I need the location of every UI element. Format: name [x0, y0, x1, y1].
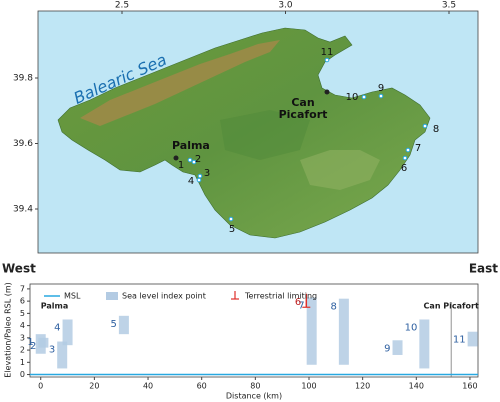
site-label: 10 [346, 92, 359, 103]
plot-frame [29, 283, 479, 378]
y-tick-label: 2 [20, 346, 25, 355]
site-label: 6 [401, 163, 407, 174]
legend-label: Sea level index point [122, 292, 206, 301]
site-label: 1 [178, 160, 184, 171]
x-tick-label: 120 [355, 382, 370, 391]
picafort-dot [324, 89, 330, 95]
place-label: Palma [172, 139, 210, 152]
lat-tick-label: 39.6 [13, 139, 33, 149]
point-label: 10 [405, 322, 418, 333]
site-dot [196, 177, 202, 183]
site-label: 5 [229, 224, 235, 235]
site-label: 8 [433, 124, 439, 135]
index-point [392, 340, 403, 355]
site-dot [191, 159, 197, 165]
site-dot [228, 216, 234, 222]
legend-label: Terrestrial limiting [244, 292, 317, 301]
site-label: 11 [321, 47, 334, 58]
site-label: 7 [415, 143, 421, 154]
x-tick-label: 40 [143, 382, 153, 391]
legend-label: MSL [64, 292, 81, 301]
site-label: 2 [195, 154, 201, 165]
y-tick-label: 7 [20, 284, 25, 293]
lon-tick-label: 3.0 [278, 1, 293, 11]
y-tick-label: 3 [20, 333, 25, 342]
y-tick-label: 4 [20, 321, 25, 330]
palma-dot [173, 155, 179, 161]
point-label: 7 [298, 300, 304, 311]
index-point [118, 315, 129, 335]
index-point [38, 337, 49, 348]
index-point [467, 331, 478, 347]
point-label: 1 [27, 337, 33, 348]
place-label: Can Picafort [279, 96, 328, 121]
x-tick-label: 100 [301, 382, 316, 391]
hills [300, 150, 380, 190]
point-label: 6 [295, 297, 301, 308]
x-tick-label: 60 [197, 382, 207, 391]
east-label: East [469, 262, 498, 276]
index-point [338, 298, 349, 365]
y-axis-label: Elevation/Paleo RSL (m) [4, 282, 13, 377]
x-tick-label: 80 [250, 382, 260, 391]
site-dot [402, 155, 408, 161]
point-label: 11 [453, 335, 466, 346]
lon-tick-label: 3.5 [442, 1, 456, 11]
y-tick-label: 5 [20, 309, 25, 318]
site-dot [197, 173, 203, 179]
lat-tick-label: 39.4 [13, 205, 33, 215]
lat-tick-label: 39.8 [13, 74, 33, 84]
site-dot [361, 94, 367, 100]
west-label: West [2, 262, 36, 276]
x-tick-label: 0 [38, 382, 43, 391]
point-label: 2 [30, 341, 36, 352]
legend-index [106, 292, 118, 300]
point-label: 8 [330, 302, 336, 313]
y-tick-label: 6 [20, 297, 25, 306]
annotation: Can Picafort [424, 302, 479, 311]
point-label: 3 [49, 345, 55, 356]
point-label: 4 [54, 322, 60, 333]
index-point [306, 297, 317, 365]
site-dot [187, 157, 193, 163]
x-axis-label: Distance (km) [226, 392, 282, 401]
x-tick-label: 140 [409, 382, 424, 391]
point-label: 5 [111, 319, 117, 330]
site-dot [405, 147, 411, 153]
y-tick-label: 0 [20, 370, 25, 379]
y-tick-label: 1 [20, 358, 25, 367]
mountains [80, 40, 280, 126]
site-dot [422, 123, 428, 129]
annotation: Palma [41, 302, 69, 311]
index-point [62, 319, 73, 346]
site-dot [324, 57, 330, 63]
site-dot [378, 93, 384, 99]
site-label: 4 [188, 176, 194, 187]
index-point [57, 341, 68, 369]
lon-tick-label: 2.5 [115, 1, 129, 11]
index-point [419, 319, 430, 369]
point-label: 9 [384, 343, 390, 354]
x-tick-label: 20 [89, 382, 99, 391]
plain [220, 110, 310, 160]
site-label: 9 [378, 83, 384, 94]
x-tick-label: 160 [462, 382, 477, 391]
site-label: 3 [204, 168, 210, 179]
